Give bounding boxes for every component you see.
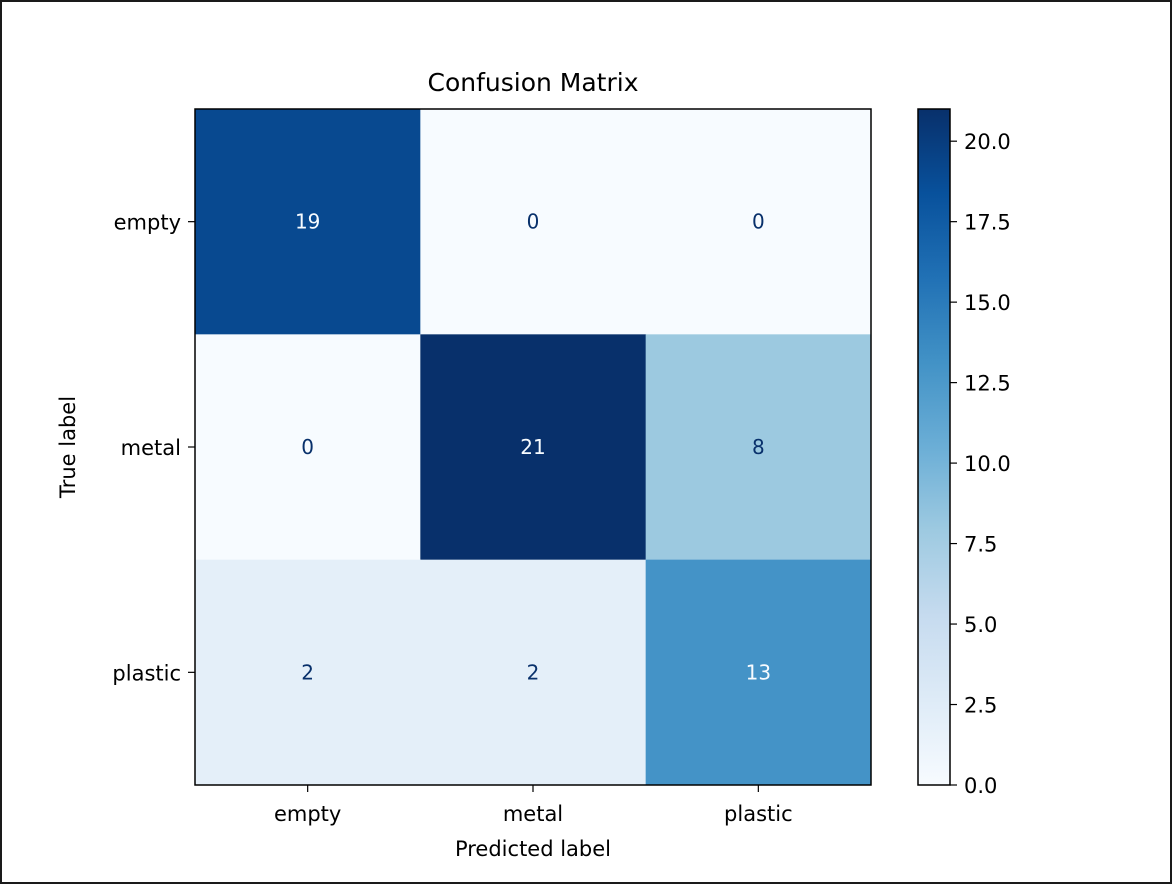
colorbar-ticks: 0.0 2.5 5.0 7.5 10.0 12.5 15.0 17.5 20.0 <box>950 130 1011 798</box>
colorbar-tick-label-6: 15.0 <box>964 291 1011 315</box>
x-tick-label-0: empty <box>274 802 341 826</box>
cell-value-label-0-0: 19 <box>295 210 320 234</box>
chart-title: Confusion Matrix <box>427 68 638 97</box>
colorbar-tick-label-0: 0.0 <box>964 774 997 798</box>
matrix-cell-1-0 <box>195 334 421 561</box>
matrix-cell-1-1 <box>420 334 647 561</box>
colorbar-tick-label-5: 12.5 <box>964 372 1011 396</box>
cell-value-label-2-2: 13 <box>746 660 771 684</box>
colorbar-tick-label-4: 10.0 <box>964 452 1011 476</box>
x-tick-label-1: metal <box>503 802 563 826</box>
colorbar-gradient <box>918 109 950 785</box>
y-axis-label: True label <box>56 396 80 499</box>
colorbar-tick-label-1: 2.5 <box>964 694 997 718</box>
matrix-cell-0-0 <box>195 109 421 335</box>
y-tick-label-0: empty <box>114 211 181 235</box>
y-axis-ticks: empty metal plastic <box>112 211 195 685</box>
cell-value-label-1-0: 0 <box>301 435 314 459</box>
matrix-cell-2-1 <box>420 559 647 786</box>
matrix-cell-labels: 19 0 0 0 21 8 2 2 13 <box>295 210 771 685</box>
matrix-cell-2-2 <box>645 559 872 786</box>
colorbar-tick-label-3: 7.5 <box>964 533 997 557</box>
x-tick-label-2: plastic <box>724 802 793 826</box>
x-axis-label: Predicted label <box>455 837 611 861</box>
y-tick-label-2: plastic <box>112 661 181 685</box>
colorbar-tick-label-7: 17.5 <box>964 211 1011 235</box>
matrix-cell-0-2 <box>645 109 872 335</box>
cell-value-label-1-1: 21 <box>520 435 545 459</box>
x-axis-ticks: empty metal plastic <box>274 785 793 826</box>
y-tick-label-1: metal <box>121 436 181 460</box>
matrix-cell-2-0 <box>195 559 421 786</box>
colorbar-tick-label-2: 5.0 <box>964 613 997 637</box>
colorbar-tick-label-8: 20.0 <box>964 130 1011 154</box>
colorbar-border <box>917 108 951 786</box>
cell-value-label-2-1: 2 <box>527 660 540 684</box>
matrix-cell-0-1 <box>420 109 647 335</box>
matrix-cells <box>195 109 872 786</box>
matrix-cell-1-2 <box>645 334 872 561</box>
cell-value-label-0-2: 0 <box>752 210 765 234</box>
cell-value-label-2-0: 2 <box>301 660 314 684</box>
cell-value-label-0-1: 0 <box>527 210 540 234</box>
cell-value-label-1-2: 8 <box>752 435 765 459</box>
